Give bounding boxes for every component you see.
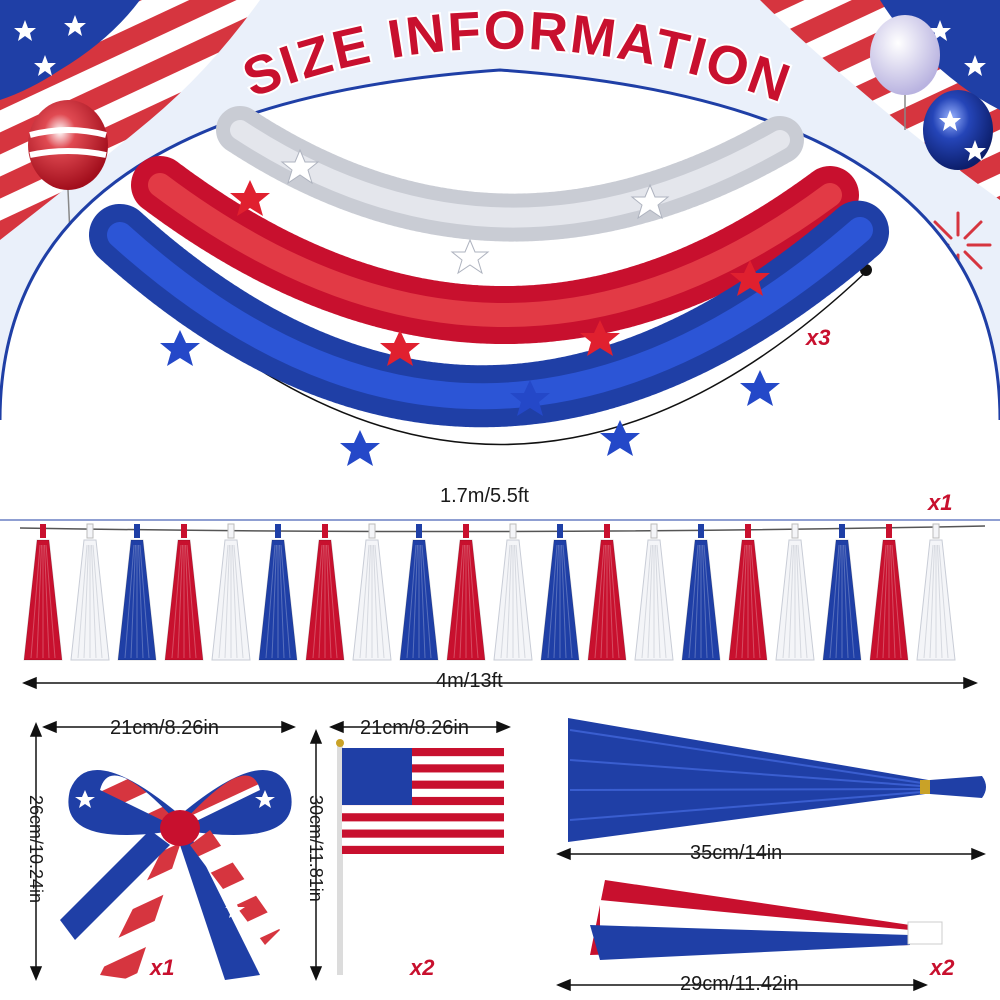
big-tassel-length-label: 35cm/14in — [690, 842, 783, 864]
tassel-red — [869, 524, 909, 661]
tassel-white — [775, 523, 815, 661]
small-tassel-qty-label: x2 — [930, 955, 955, 980]
balloon-icon — [870, 15, 940, 130]
tassel-red — [587, 524, 627, 661]
bow-height-label: 26cm/10.24in — [26, 795, 46, 904]
small-tassel-length-label: 29cm/11.42in — [680, 973, 799, 995]
tassel-red — [23, 524, 63, 661]
tassel-blue — [822, 524, 862, 661]
garland-length-label: 1.7m/5.5ft — [440, 485, 529, 507]
garland-group — [89, 106, 891, 466]
tassel-red — [305, 524, 345, 661]
tassel-banner — [23, 523, 956, 661]
tassel-red — [446, 524, 486, 661]
tassel-blue — [258, 524, 298, 661]
flag-qty-label: x2 — [410, 955, 435, 980]
tassel-blue — [540, 524, 580, 661]
tassel-red — [164, 524, 204, 661]
tassel-white — [70, 523, 110, 661]
tassel-white — [211, 523, 251, 661]
tassel-white — [916, 523, 956, 661]
balloon-icon — [923, 90, 993, 170]
tassel-blue — [117, 524, 157, 661]
tassel-red — [728, 524, 768, 661]
garland-qty-label: x3 — [806, 325, 831, 350]
balloon-icon — [28, 100, 108, 236]
flag-height-label: 30cm/11.81in — [306, 795, 326, 902]
bow-qty-label: x1 — [150, 955, 175, 980]
flag-width-label: 21cm/8.26in — [360, 717, 469, 739]
tassel-white — [352, 523, 392, 661]
dimension-arrows — [22, 676, 986, 992]
bow-icon — [60, 770, 292, 980]
tassel-banner-qty-label: x1 — [928, 490, 953, 515]
tassel-banner-length-label: 4m/13ft — [436, 670, 503, 692]
bow-width-label: 21cm/8.26in — [110, 717, 219, 739]
tassel-icon — [590, 880, 943, 960]
us-flag-icon — [336, 739, 504, 975]
tassel-white — [493, 523, 533, 661]
tassel-blue — [681, 524, 721, 661]
tassel-icon — [568, 718, 986, 842]
arch-border — [0, 68, 1000, 421]
tassel-white — [634, 523, 674, 661]
tassel-blue — [399, 524, 439, 661]
